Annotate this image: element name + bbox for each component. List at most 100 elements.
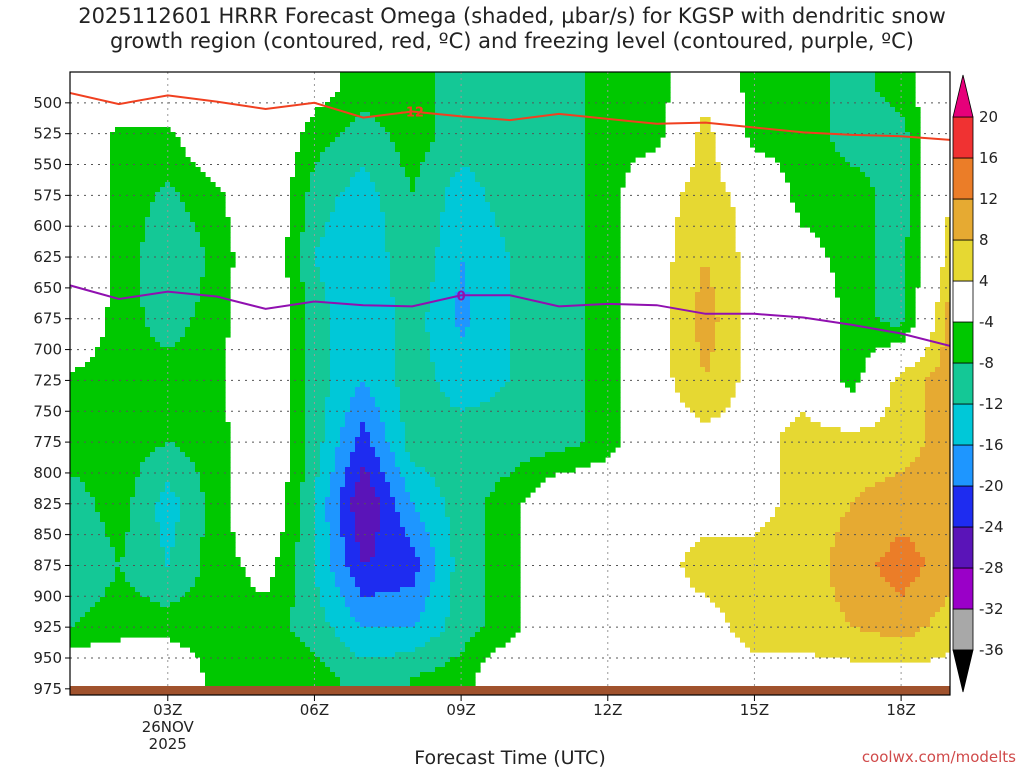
omega-cell	[445, 512, 486, 518]
omega-cell	[70, 587, 106, 593]
omega-cell	[900, 112, 921, 118]
omega-cell	[690, 582, 831, 588]
omega-cell	[405, 432, 586, 438]
omega-cell	[125, 532, 161, 538]
omega-cell	[800, 212, 876, 218]
omega-cell	[340, 517, 356, 523]
omega-cell	[305, 332, 331, 338]
omega-cell	[745, 112, 831, 118]
omega-cell	[755, 532, 836, 538]
omega-cell	[510, 267, 586, 273]
omega-cell	[155, 337, 181, 343]
omega-cell	[915, 632, 950, 638]
colorbar-label: -16	[979, 436, 1004, 454]
omega-cell	[890, 322, 901, 328]
omega-cell	[695, 332, 716, 338]
omega-cell	[445, 662, 481, 668]
omega-cell	[435, 127, 586, 133]
omega-cell	[295, 172, 311, 178]
omega-cell	[470, 312, 511, 318]
omega-cell	[740, 72, 831, 78]
omega-cell	[495, 212, 586, 218]
omega-cell	[670, 277, 701, 283]
omega-cell	[395, 147, 431, 153]
omega-cell	[180, 337, 226, 343]
omega-cell	[670, 362, 701, 368]
omega-cell	[470, 317, 511, 323]
colorbar-segment	[952, 321, 974, 364]
omega-cell	[300, 522, 316, 528]
omega-cell	[305, 347, 331, 353]
omega-cell	[510, 337, 586, 343]
omega-cell	[335, 197, 381, 203]
omega-cell	[585, 332, 621, 338]
omega-cell	[290, 607, 326, 613]
omega-cell	[290, 182, 311, 188]
omega-cell	[780, 437, 926, 443]
omega-cell	[940, 292, 950, 298]
chart-title: 2025112601 HRRR Forecast Omega (shaded, …	[0, 4, 1024, 54]
omega-cell	[105, 587, 136, 593]
omega-cell	[290, 387, 306, 393]
omega-cell	[360, 472, 371, 478]
omega-cell	[710, 597, 836, 603]
x-tick-label: 15Z	[740, 701, 769, 719]
omega-cell	[320, 472, 331, 478]
omega-cell	[930, 622, 950, 628]
omega-cell	[390, 257, 436, 263]
omega-cell	[355, 442, 371, 448]
credit-link[interactable]: coolwx.com/modelts	[861, 748, 1016, 766]
omega-cell	[340, 492, 356, 498]
omega-cell	[695, 587, 836, 593]
omega-cell	[190, 457, 231, 463]
omega-cell	[480, 627, 521, 633]
ground-strip	[70, 686, 950, 695]
omega-cell	[585, 132, 666, 138]
omega-cell	[910, 167, 921, 173]
omega-cell	[305, 442, 321, 448]
omega-cell	[95, 502, 131, 508]
omega-cell	[585, 152, 646, 158]
omega-cell	[315, 257, 391, 263]
contour-lines: -120	[70, 92, 950, 347]
omega-cell	[450, 522, 486, 528]
omega-cell	[435, 667, 481, 673]
omega-cell	[325, 292, 391, 298]
omega-cell	[880, 632, 916, 638]
colorbar-label: 4	[979, 272, 989, 290]
omega-cell	[585, 202, 621, 208]
omega-cell	[330, 392, 356, 398]
omega-cell	[670, 302, 696, 308]
omega-cell	[100, 517, 131, 523]
omega-cell	[325, 422, 346, 428]
omega-cell	[675, 232, 736, 238]
colorbar-label: -32	[979, 600, 1004, 618]
omega-cell	[340, 497, 351, 503]
omega-cell	[780, 477, 886, 483]
omega-cell	[320, 267, 391, 273]
omega-cell	[320, 242, 386, 248]
omega-cell	[105, 312, 146, 318]
omega-cell	[585, 362, 621, 368]
omega-cell	[905, 287, 916, 293]
omega-cell	[350, 607, 426, 613]
omega-cell	[940, 277, 950, 283]
colorbar-segment	[952, 239, 974, 282]
omega-cell	[415, 647, 466, 653]
omega-cell	[290, 412, 306, 418]
omega-cell	[450, 597, 486, 603]
omega-cell	[510, 377, 586, 383]
omega-cell	[385, 222, 441, 228]
omega-cell	[110, 157, 191, 163]
omega-cell	[795, 207, 876, 213]
omega-cell	[425, 317, 456, 323]
omega-cell	[680, 197, 731, 203]
omega-cell	[355, 582, 416, 588]
omega-cell	[495, 217, 586, 223]
omega-cell	[355, 487, 376, 493]
omega-cell	[935, 327, 946, 333]
omega-cell	[340, 437, 356, 443]
omega-cell	[695, 157, 716, 163]
omega-cell	[835, 272, 876, 278]
omega-cell	[485, 502, 521, 508]
